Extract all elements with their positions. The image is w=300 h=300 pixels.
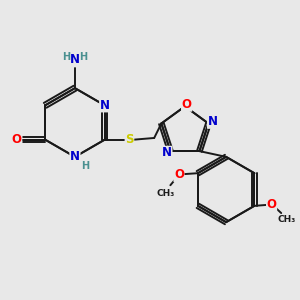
Text: N: N: [162, 146, 172, 159]
Text: O: O: [174, 168, 184, 182]
Text: N: N: [100, 99, 110, 112]
Text: N: N: [70, 150, 80, 164]
Text: O: O: [12, 133, 22, 146]
Text: H: H: [62, 52, 70, 62]
Text: S: S: [125, 133, 134, 146]
Text: N: N: [70, 53, 80, 67]
Text: CH₃: CH₃: [156, 189, 174, 198]
Text: O: O: [182, 98, 192, 111]
Text: O: O: [267, 198, 277, 211]
Text: CH₃: CH₃: [277, 215, 296, 224]
Text: N: N: [208, 115, 218, 128]
Text: H: H: [80, 52, 88, 62]
Text: H: H: [81, 161, 89, 172]
